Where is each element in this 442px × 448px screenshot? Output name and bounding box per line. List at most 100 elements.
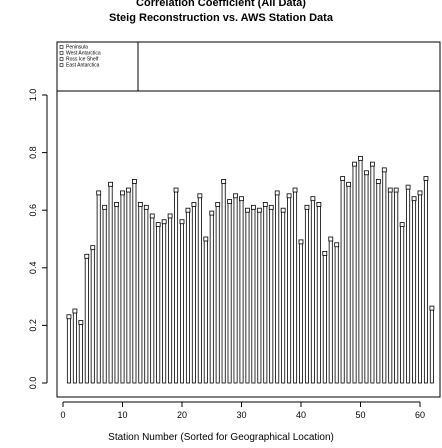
point: [173, 187, 179, 193]
bar: [96, 192, 101, 384]
bar: [406, 186, 411, 384]
bar: [429, 307, 434, 384]
point: [90, 245, 96, 251]
bar: [269, 206, 274, 384]
legend-label: East Antarctica: [66, 63, 100, 69]
x-tick-label: 40: [296, 410, 306, 420]
point: [358, 155, 363, 161]
bar: [221, 180, 226, 384]
point: [233, 193, 238, 199]
point: [137, 202, 143, 207]
point: [203, 236, 209, 242]
bar: [239, 198, 244, 384]
point: [161, 219, 167, 225]
point: [120, 190, 125, 196]
y-tick-label: 0.6: [28, 204, 38, 217]
point: [84, 253, 90, 259]
bar: [251, 206, 256, 384]
point: [387, 187, 393, 193]
bar: [358, 157, 363, 384]
bar: [304, 206, 309, 384]
bar: [150, 215, 155, 384]
bar: [102, 206, 107, 384]
bar: [203, 238, 208, 384]
bar: [84, 255, 89, 384]
bar: [400, 224, 405, 384]
y-tick-label: 0.8: [28, 146, 38, 159]
legend-symbol: [59, 57, 64, 61]
point: [262, 202, 268, 207]
point: [340, 176, 346, 181]
bar: [156, 224, 161, 384]
bar: [412, 198, 417, 384]
chart-title: Correlation Coefficient (All Data): [136, 0, 306, 9]
plot-box: [56, 41, 441, 398]
legend-label: West Antarctica: [66, 51, 101, 57]
bar: [263, 204, 268, 384]
point: [346, 181, 352, 187]
point: [126, 187, 131, 193]
bar: [346, 183, 351, 384]
bar: [388, 189, 393, 384]
bar: [144, 206, 149, 384]
bar: [316, 204, 321, 384]
bar: [185, 209, 190, 384]
point: [143, 204, 149, 210]
bar: [364, 172, 369, 384]
legend-symbol: [59, 45, 64, 49]
point: [179, 219, 185, 225]
point: [417, 190, 423, 196]
point: [364, 170, 369, 176]
point: [197, 193, 203, 199]
point: [310, 196, 316, 202]
point: [108, 181, 113, 187]
point: [72, 308, 78, 314]
bar: [352, 163, 357, 384]
y-tick-label: 0.4: [28, 262, 38, 275]
point: [239, 196, 244, 202]
bar: [197, 195, 202, 384]
bar: [382, 169, 387, 384]
bar: [168, 215, 173, 384]
bar: [328, 238, 333, 384]
point: [256, 207, 262, 213]
point: [96, 190, 102, 196]
point: [375, 178, 381, 184]
x-tick-label: 60: [415, 410, 425, 420]
bar: [90, 247, 95, 384]
legend-symbol: [59, 51, 64, 55]
point: [209, 210, 215, 216]
bar: [114, 204, 119, 384]
bar: [174, 189, 179, 384]
x-tick-label: 50: [355, 410, 365, 420]
bar: [108, 183, 113, 384]
x-axis-label: Station Number (Sorted for Geographical …: [108, 432, 334, 443]
bar: [179, 221, 184, 384]
bar: [215, 204, 220, 384]
point: [399, 222, 405, 228]
point: [280, 207, 286, 213]
legend-label: Peninsula: [66, 45, 88, 51]
x-tick-label: 20: [177, 410, 187, 420]
point: [268, 204, 274, 210]
point: [322, 250, 328, 256]
point: [423, 176, 429, 181]
bar: [287, 195, 292, 384]
point: [286, 193, 292, 199]
bar: [394, 189, 399, 384]
point: [328, 236, 334, 242]
point: [429, 305, 435, 311]
bar: [162, 221, 167, 384]
point: [215, 202, 221, 207]
x-tick-label: 10: [117, 410, 127, 420]
bar: [417, 192, 422, 384]
bar: [281, 209, 286, 384]
bar: [293, 189, 298, 384]
point: [393, 187, 399, 193]
point: [352, 161, 357, 167]
point: [274, 190, 280, 196]
point: [381, 167, 387, 173]
bar: [257, 209, 262, 384]
point: [411, 196, 417, 202]
